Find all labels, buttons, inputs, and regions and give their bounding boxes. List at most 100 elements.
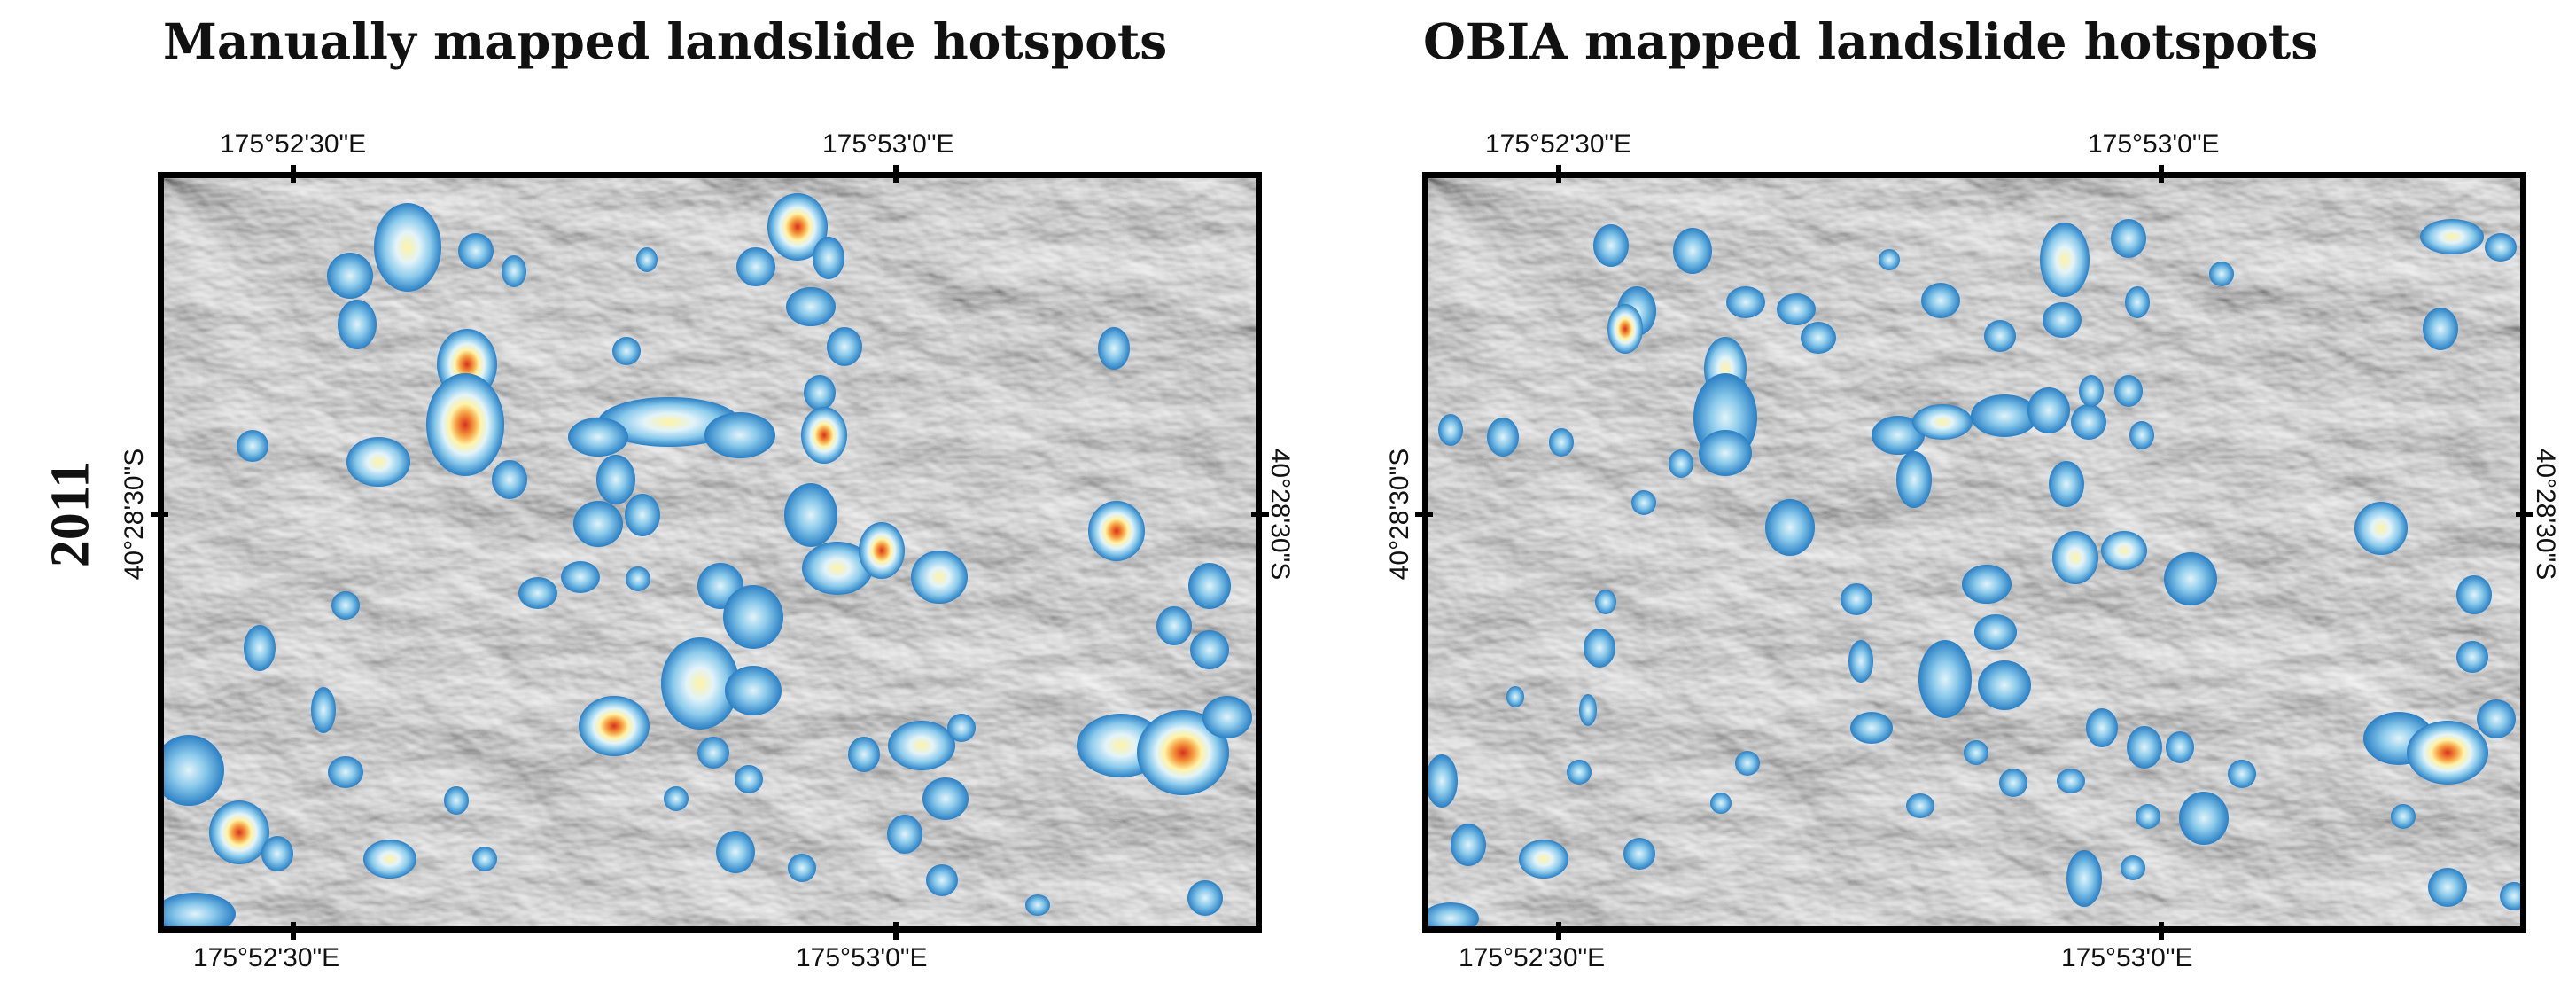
hotspot (2040, 223, 2090, 297)
hotspot (2101, 531, 2147, 570)
hotspot (311, 687, 336, 733)
hotspot (2407, 721, 2488, 785)
hotspot (1921, 283, 1960, 318)
hotspot (1964, 740, 1988, 765)
hotspot (1765, 499, 1815, 556)
hotspot (1567, 760, 1592, 785)
hotspot (1896, 451, 1932, 508)
hotspot (1879, 249, 1900, 270)
hotspot (736, 247, 775, 286)
hotspot (1726, 286, 1765, 318)
hotspot (813, 237, 844, 279)
hotspot (426, 373, 504, 476)
hotspot (1974, 614, 2017, 650)
hotspot (2209, 262, 2234, 286)
hotspot (2354, 502, 2408, 555)
hotspot (328, 756, 363, 788)
hotspot (1971, 394, 2038, 437)
hotspot (1188, 563, 1231, 609)
hotspot (801, 407, 847, 464)
hotspot (2129, 421, 2154, 449)
hotspot (596, 455, 635, 504)
hotspot (518, 577, 557, 609)
hotspot (704, 412, 775, 458)
hotspot (1137, 710, 1229, 795)
hotspot (561, 561, 600, 593)
lon-bottom-label-1: 175°52'30"E (1459, 943, 1606, 972)
hotspot (2166, 731, 2194, 763)
hotspot (598, 397, 740, 447)
tick-bottom (893, 922, 899, 940)
hotspot (2052, 531, 2098, 584)
hotspot (1735, 751, 1760, 776)
hotspot (2485, 233, 2517, 262)
hotspot (661, 637, 739, 730)
hotspot (1848, 640, 1873, 683)
tick-top (2159, 165, 2164, 183)
hotspot (2086, 708, 2118, 747)
tick-bottom (291, 922, 296, 940)
hotspot (1710, 793, 1732, 814)
lon-top-label-2: 175°53'0"E (822, 129, 954, 159)
hotspot (1801, 322, 1836, 354)
tick-bottom (2159, 922, 2164, 940)
hotspot (346, 437, 410, 487)
tick-top (1556, 165, 1561, 183)
lat-right-label: 40°28'30"S (1265, 448, 1295, 581)
hotspot (1777, 293, 1816, 325)
hillshade-map-manual (164, 178, 1256, 926)
hotspot (2043, 302, 2082, 338)
hotspot (1190, 630, 1229, 669)
hotspot (472, 847, 497, 871)
tick-top (893, 165, 899, 183)
hotspot (1918, 640, 1972, 718)
lon-bottom-label-1: 175°52'30"E (193, 943, 340, 972)
hotspot-layer-manual (164, 193, 1252, 926)
hotspot (735, 765, 763, 793)
hotspot (1673, 228, 1712, 274)
hotspot (1978, 660, 2031, 710)
hotspot (2179, 792, 2229, 845)
hotspot (1999, 769, 2027, 797)
hillshade-map-obia (1428, 178, 2520, 926)
lat-left-label: 40°28'30"S (1385, 448, 1414, 581)
panel-title-manual: Manually mapped landslide hotspots (163, 12, 1168, 70)
lon-top-label-2: 175°53'0"E (2088, 129, 2220, 159)
hotspot (804, 375, 836, 410)
hotspot (1579, 694, 1597, 726)
hotspot (1850, 712, 1893, 744)
hotspot (374, 203, 441, 292)
lon-bottom-label-2: 175°53'0"E (796, 943, 928, 972)
hotspot (1098, 327, 1130, 370)
hotspot (2228, 760, 2256, 788)
hotspot (568, 418, 628, 457)
lat-left-label: 40°28'30"S (120, 448, 149, 581)
hotspot (1506, 686, 1524, 707)
hotspot (1487, 418, 1519, 457)
hotspot (788, 854, 816, 882)
hotspot (1549, 428, 1574, 457)
hotspot (492, 460, 527, 499)
tick-right (2516, 512, 2533, 517)
hotspot (2057, 769, 2085, 793)
hotspot (327, 253, 373, 299)
lon-top-label-1: 175°52'30"E (220, 129, 367, 159)
tick-bottom (1556, 922, 1561, 940)
hotspot (573, 501, 623, 547)
hotspot (926, 864, 958, 896)
tick-left (151, 512, 168, 517)
hotspot (723, 585, 783, 649)
hotspot (697, 737, 729, 769)
hotspot (1025, 894, 1050, 916)
hotspot (1669, 449, 1693, 478)
hotspot (244, 625, 276, 671)
hotspot (261, 836, 293, 871)
hotspot (947, 714, 976, 742)
hotspot (626, 566, 650, 591)
hotspot (2125, 286, 2150, 318)
hotspot (2456, 575, 2492, 614)
hotspot (911, 551, 968, 604)
hotspot (2391, 804, 2416, 829)
hotspot (1912, 404, 1973, 440)
hotspot (444, 786, 469, 815)
